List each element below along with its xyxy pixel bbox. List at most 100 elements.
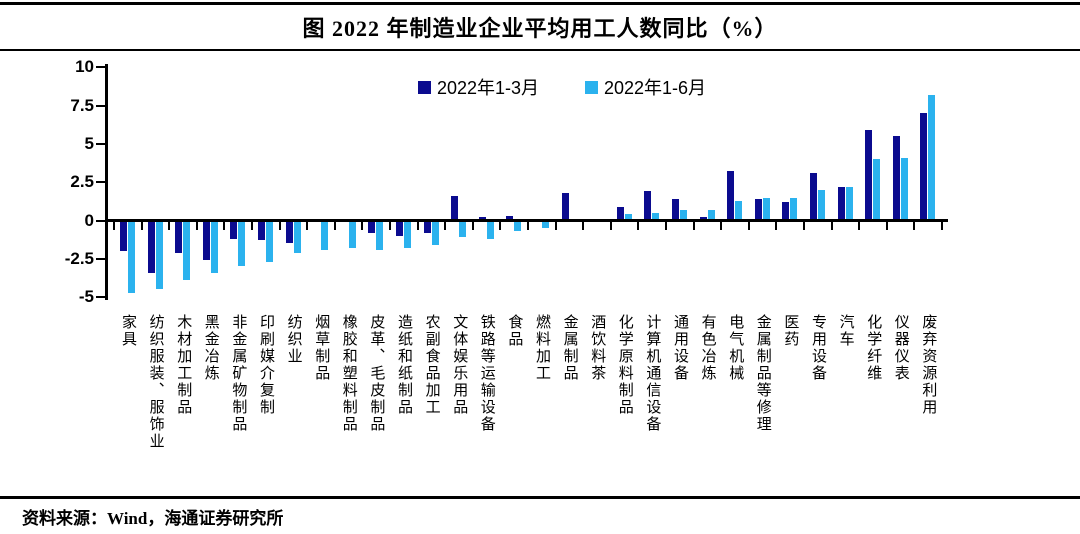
x-axis-tick [471, 222, 474, 230]
x-axis-tick [803, 222, 805, 230]
x-axis-tick [941, 222, 943, 230]
x-axis-tick [444, 222, 447, 230]
bar [762, 197, 770, 221]
x-axis-tick [885, 222, 888, 230]
y-axis-tick [96, 104, 105, 107]
x-axis-label: 烟草制品 [313, 314, 330, 382]
bar [183, 220, 191, 281]
y-axis-tick [96, 66, 105, 69]
bar [514, 220, 522, 232]
legend-label-2022-1-6: 2022年1-6月 [604, 78, 707, 98]
legend-swatch-lightblue [585, 80, 598, 94]
x-axis-tick [775, 222, 778, 230]
bar [892, 136, 900, 221]
bar [348, 220, 356, 249]
x-axis-label: 黑金冶炼 [202, 314, 219, 382]
bar [837, 186, 845, 221]
bar [431, 220, 439, 246]
x-axis-label: 通用设备 [672, 314, 688, 382]
title-divider-rule [0, 49, 1080, 51]
x-axis-label: 金属制品等修理 [754, 314, 771, 433]
bar [238, 220, 246, 267]
y-axis-line [105, 64, 108, 300]
bar [478, 217, 486, 221]
bar [486, 220, 494, 239]
x-axis-label: 仪器仪表 [892, 314, 909, 382]
x-axis-label: 化学原料制品 [616, 314, 633, 416]
y-axis-tick [96, 296, 105, 299]
x-axis-label: 有色冶炼 [699, 314, 716, 382]
bar [459, 220, 467, 238]
bar [652, 212, 660, 221]
bar [404, 220, 411, 249]
bar [258, 220, 265, 241]
bar [790, 197, 798, 221]
x-axis-label: 医药 [782, 314, 799, 348]
bar [506, 215, 514, 221]
x-axis-tick [361, 222, 364, 230]
x-axis-label: 非金属矿物制品 [230, 314, 247, 433]
bar [644, 191, 652, 221]
x-axis-tick [720, 222, 723, 230]
x-axis-tick [195, 222, 198, 230]
y-axis-tick [96, 181, 105, 184]
bar [672, 199, 679, 221]
bar [782, 202, 790, 221]
legend-label-2022-1-3: 2022年1-3月 [436, 78, 539, 98]
x-axis-label: 酒饮料茶 [589, 314, 606, 382]
x-axis-tick [168, 222, 171, 230]
x-axis-tick [554, 222, 557, 230]
y-axis-tick-label: -5 [78, 287, 94, 307]
x-axis-label: 皮革、毛皮制品 [368, 314, 385, 433]
bar [845, 186, 853, 221]
x-axis-tick [333, 222, 336, 230]
legend-item-2022-1-3: 2022年1-3月 [417, 74, 539, 100]
source-note: 资料来源：Wind，海通证券研究所 [22, 509, 284, 528]
x-axis-tick [223, 222, 226, 230]
y-axis-tick-label: -2.5 [64, 248, 94, 268]
y-axis-tick-label: 2.5 [70, 172, 94, 192]
y-axis-tick [96, 142, 105, 145]
bar [120, 220, 127, 252]
x-axis-tick [140, 222, 143, 230]
x-axis-tick [389, 222, 391, 230]
bar [155, 220, 163, 290]
x-axis-label: 铁路等运输设备 [478, 314, 495, 433]
x-axis-label: 家具 [120, 314, 136, 348]
chart-legend: 2022年1-3月 2022年1-6月 [0, 74, 1080, 100]
x-axis-label: 燃料加工 [534, 314, 550, 382]
y-axis-tick-label: 10 [75, 57, 94, 77]
x-axis-label: 农副食品加工 [423, 314, 440, 416]
bar [561, 192, 569, 221]
bar [266, 220, 273, 262]
x-axis-tick [499, 222, 502, 230]
bar [128, 220, 135, 293]
y-axis-tick-label: 0 [84, 210, 94, 230]
x-axis-zero-line [105, 219, 948, 222]
x-axis-tick [278, 222, 281, 230]
bar [699, 217, 707, 221]
bar [928, 94, 936, 221]
x-axis-tick [692, 222, 695, 230]
bar [451, 195, 459, 221]
bar [285, 220, 293, 244]
bar [920, 113, 928, 221]
bar [624, 214, 632, 221]
bar [293, 220, 301, 253]
bar [396, 220, 403, 236]
bar [368, 220, 376, 233]
bar [616, 206, 624, 221]
x-axis-label: 纺织业 [285, 314, 302, 365]
x-axis-label: 废弃资源利用 [920, 314, 937, 416]
bar [542, 220, 549, 229]
x-axis-tick [306, 222, 309, 230]
legend-item-2022-1-6: 2022年1-6月 [585, 74, 706, 100]
x-axis-tick [416, 222, 419, 230]
bar [735, 200, 743, 221]
x-axis-label: 电气机械 [727, 314, 744, 382]
y-axis-tick-label: 5 [84, 133, 94, 153]
x-axis-tick [665, 222, 667, 230]
x-axis-label: 汽车 [837, 314, 854, 348]
bottom-rule [0, 496, 1080, 499]
bar [754, 199, 762, 221]
